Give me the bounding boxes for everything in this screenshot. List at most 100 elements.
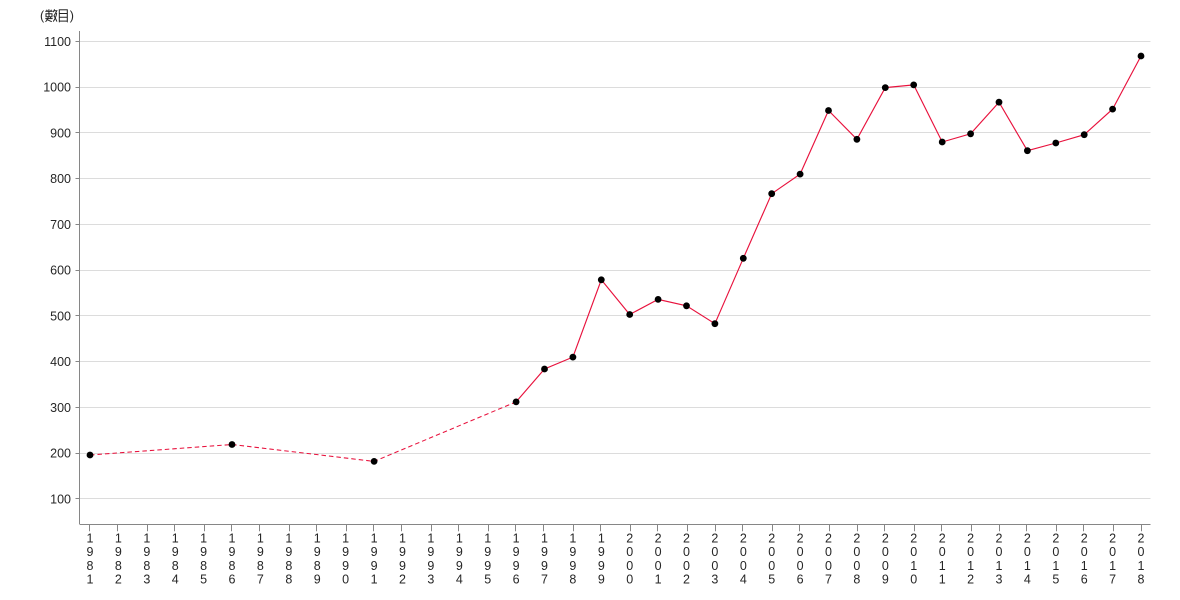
svg-text:1: 1 [569,532,576,546]
svg-text:0: 0 [853,559,860,573]
svg-text:0: 0 [711,559,718,573]
svg-text:100: 100 [50,492,71,506]
svg-text:1: 1 [939,559,946,573]
svg-text:1: 1 [655,572,662,586]
svg-text:5: 5 [1052,572,1059,586]
svg-text:2: 2 [1024,532,1031,546]
svg-text:9: 9 [371,545,378,559]
svg-text:0: 0 [910,572,917,586]
svg-text:9: 9 [342,545,349,559]
svg-text:1: 1 [285,532,292,546]
svg-text:900: 900 [50,126,71,140]
svg-text:400: 400 [50,355,71,369]
svg-text:6: 6 [797,572,804,586]
svg-text:1: 1 [342,532,349,546]
svg-text:800: 800 [50,172,71,186]
svg-text:8: 8 [853,572,860,586]
svg-text:0: 0 [825,545,832,559]
svg-text:4: 4 [456,572,463,586]
svg-text:2: 2 [115,572,122,586]
svg-text:0: 0 [626,559,633,573]
svg-text:8: 8 [285,572,292,586]
svg-text:0: 0 [1109,545,1116,559]
svg-text:0: 0 [882,559,889,573]
svg-text:1: 1 [371,532,378,546]
svg-text:1100: 1100 [44,35,71,49]
svg-text:2: 2 [996,532,1003,546]
svg-text:2: 2 [683,572,690,586]
svg-text:4: 4 [740,572,747,586]
svg-text:600: 600 [50,264,71,278]
svg-text:1: 1 [1109,559,1116,573]
svg-text:7: 7 [257,572,264,586]
svg-text:0: 0 [1138,545,1145,559]
svg-text:2: 2 [1109,532,1116,546]
svg-text:0: 0 [825,559,832,573]
svg-text:9: 9 [541,559,548,573]
svg-text:9: 9 [598,545,605,559]
svg-text:3: 3 [711,572,718,586]
svg-text:2: 2 [740,532,747,546]
svg-text:3: 3 [143,572,150,586]
svg-text:9: 9 [342,559,349,573]
svg-text:8: 8 [314,559,321,573]
svg-text:0: 0 [797,559,804,573]
svg-text:1: 1 [939,572,946,586]
svg-text:9: 9 [87,545,94,559]
svg-text:9: 9 [882,572,889,586]
svg-text:1000: 1000 [43,81,71,95]
svg-text:4: 4 [1024,572,1031,586]
svg-text:9: 9 [484,545,491,559]
svg-text:9: 9 [513,545,520,559]
svg-text:0: 0 [1081,545,1088,559]
svg-text:5: 5 [200,572,207,586]
svg-text:9: 9 [456,545,463,559]
svg-text:6: 6 [1081,572,1088,586]
svg-text:500: 500 [50,309,71,323]
svg-text:1: 1 [910,559,917,573]
svg-text:2: 2 [399,572,406,586]
svg-text:0: 0 [882,545,889,559]
svg-text:0: 0 [797,545,804,559]
svg-text:2: 2 [967,572,974,586]
svg-text:9: 9 [172,545,179,559]
svg-text:9: 9 [427,545,434,559]
svg-text:0: 0 [996,545,1003,559]
svg-text:1: 1 [229,532,236,546]
svg-text:5: 5 [768,572,775,586]
svg-text:1: 1 [1138,559,1145,573]
svg-text:9: 9 [143,545,150,559]
svg-text:9: 9 [399,545,406,559]
svg-text:2: 2 [1138,532,1145,546]
svg-text:8: 8 [87,559,94,573]
svg-text:0: 0 [683,559,690,573]
svg-text:2: 2 [1081,532,1088,546]
svg-text:1: 1 [598,532,605,546]
svg-text:9: 9 [427,559,434,573]
svg-text:1: 1 [513,532,520,546]
svg-text:9: 9 [399,559,406,573]
svg-text:8: 8 [115,559,122,573]
svg-text:1: 1 [967,559,974,573]
svg-text:8: 8 [172,559,179,573]
svg-text:0: 0 [626,572,633,586]
svg-text:1: 1 [1081,559,1088,573]
svg-text:0: 0 [910,545,917,559]
svg-text:9: 9 [314,545,321,559]
svg-text:2: 2 [626,532,633,546]
svg-text:1: 1 [427,532,434,546]
svg-text:0: 0 [740,545,747,559]
svg-text:1: 1 [541,532,548,546]
svg-text:2: 2 [910,532,917,546]
svg-text:0: 0 [342,572,349,586]
svg-text:3: 3 [427,572,434,586]
svg-text:2: 2 [1052,532,1059,546]
svg-text:0: 0 [967,545,974,559]
svg-text:2: 2 [797,532,804,546]
svg-text:6: 6 [513,572,520,586]
svg-text:9: 9 [598,559,605,573]
svg-text:1: 1 [484,532,491,546]
svg-text:8: 8 [200,559,207,573]
svg-text:0: 0 [683,545,690,559]
svg-text:3: 3 [996,572,1003,586]
